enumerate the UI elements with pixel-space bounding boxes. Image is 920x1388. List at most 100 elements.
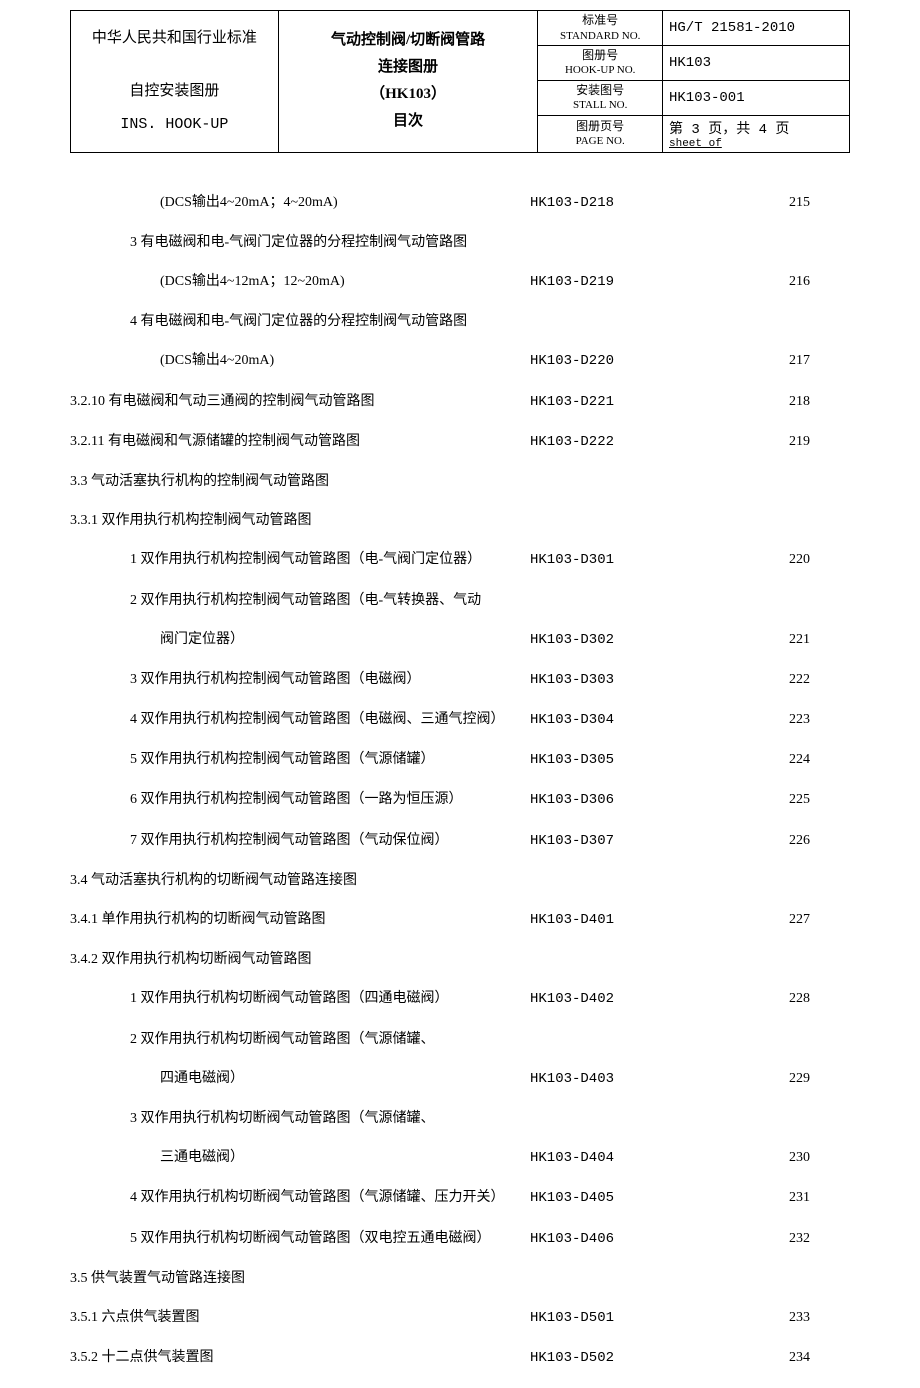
toc-page: 232 (730, 1219, 810, 1258)
toc-code: HK103-D406 (530, 1220, 730, 1259)
stall-no-label-en: STALL NO. (544, 98, 656, 112)
std-no-value: HG/T 21581-2010 (663, 11, 850, 46)
toc-row: 3.2.10 有电磁阀和气动三通阀的控制阀气动管路图HK103-D221218 (70, 382, 850, 422)
toc-row: 四通电磁阀）HK103-D403229 (70, 1059, 850, 1099)
toc-label: 2 双作用执行机构控制阀气动管路图（电-气转换器、气动 (70, 581, 530, 620)
toc-label: 3.2.10 有电磁阀和气动三通阀的控制阀气动管路图 (70, 382, 530, 421)
toc-row: 3.5.1 六点供气装置图HK103-D501233 (70, 1298, 850, 1338)
header-left-title-cn: 自控安装图册 (77, 75, 272, 108)
std-no-label-en: STANDARD NO. (544, 29, 656, 43)
stall-no-value: HK103-001 (663, 80, 850, 115)
toc-row: 5 双作用执行机构控制阀气动管路图（气源储罐）HK103-D305224 (70, 740, 850, 780)
toc-label: (DCS输出4~20mA) (70, 341, 530, 380)
toc-page: 233 (730, 1298, 810, 1337)
header-center-cell: 气动控制阀/切断阀管路 连接图册 （HK103） 目次 (278, 11, 538, 153)
toc-label: 1 双作用执行机构切断阀气动管路图（四通电磁阀） (70, 979, 530, 1018)
toc-row: 3.4 气动活塞执行机构的切断阀气动管路连接图 (70, 861, 850, 900)
toc-row: 6 双作用执行机构控制阀气动管路图（一路为恒压源）HK103-D306225 (70, 780, 850, 820)
toc-label: 3.3.1 双作用执行机构控制阀气动管路图 (70, 501, 530, 540)
toc-row: 3.5.2 十二点供气装置图HK103-D502234 (70, 1338, 850, 1378)
toc-label: 3.5.1 六点供气装置图 (70, 1298, 530, 1337)
toc-label: 阀门定位器） (70, 620, 530, 659)
toc-code: HK103-D404 (530, 1139, 730, 1178)
page-no-label-en: PAGE NO. (544, 134, 656, 148)
toc-page: 229 (730, 1059, 810, 1098)
page-no-label-cn: 图册页号 (576, 119, 624, 133)
toc-row: 3.4.2 双作用执行机构切断阀气动管路图 (70, 940, 850, 979)
toc-label: 4 双作用执行机构切断阀气动管路图（气源储罐、压力开关） (70, 1178, 530, 1217)
hookup-no-label-en: HOOK-UP NO. (544, 63, 656, 77)
header-center-line4: 目次 (285, 108, 532, 135)
toc-code: HK103-D222 (530, 423, 730, 462)
toc-row: 2 双作用执行机构控制阀气动管路图（电-气转换器、气动 (70, 581, 850, 620)
toc-page: 234 (730, 1338, 810, 1377)
header-table: 中华人民共和国行业标准 自控安装图册 INS. HOOK-UP 气动控制阀/切断… (70, 10, 850, 153)
toc-page: 215 (730, 183, 810, 222)
toc-code: HK103-D307 (530, 822, 730, 861)
header-center-line1: 气动控制阀/切断阀管路 (285, 27, 532, 54)
toc-page: 223 (730, 700, 810, 739)
toc-code: HK103-D220 (530, 342, 730, 381)
toc-row: 3.5 供气装置气动管路连接图 (70, 1259, 850, 1298)
hookup-no-value: HK103 (663, 45, 850, 80)
header-left-title-en: INS. HOOK-UP (77, 108, 272, 141)
toc-label: 3.4.1 单作用执行机构的切断阀气动管路图 (70, 900, 530, 939)
toc-row: 4 双作用执行机构切断阀气动管路图（气源储罐、压力开关）HK103-D40523… (70, 1178, 850, 1218)
toc-page: 221 (730, 620, 810, 659)
toc-label: 3 双作用执行机构切断阀气动管路图（气源储罐、 (70, 1099, 530, 1138)
toc-code: HK103-D302 (530, 621, 730, 660)
page-no-value-en: sheet of (669, 138, 843, 150)
header-left-cell: 中华人民共和国行业标准 自控安装图册 INS. HOOK-UP (71, 11, 279, 153)
toc-page: 220 (730, 540, 810, 579)
toc-row: 3.3 气动活塞执行机构的控制阀气动管路图 (70, 462, 850, 501)
toc-row: 4 双作用执行机构控制阀气动管路图（电磁阀、三通气控阀）HK103-D30422… (70, 700, 850, 740)
toc-row: 3 双作用执行机构控制阀气动管路图（电磁阀）HK103-D303222 (70, 660, 850, 700)
toc-label: 3.4.2 双作用执行机构切断阀气动管路图 (70, 940, 530, 979)
toc-label: 3.2.11 有电磁阀和气源储罐的控制阀气动管路图 (70, 422, 530, 461)
toc-row: (DCS输出4~20mA；4~20mA)HK103-D218215 (70, 183, 850, 223)
toc-label: 3.5 供气装置气动管路连接图 (70, 1259, 530, 1298)
page-no-value-cn: 第 3 页，共 4 页 (669, 118, 843, 138)
hookup-no-label-cn: 图册号 (582, 48, 618, 62)
toc-label: 1 双作用执行机构控制阀气动管路图（电-气阀门定位器） (70, 540, 530, 579)
toc-label: 2 双作用执行机构切断阀气动管路图（气源储罐、 (70, 1020, 530, 1059)
toc-row: 1 双作用执行机构控制阀气动管路图（电-气阀门定位器）HK103-D301220 (70, 540, 850, 580)
page-no-value: 第 3 页，共 4 页 sheet of (663, 115, 850, 152)
toc-code: HK103-D401 (530, 901, 730, 940)
toc-label: (DCS输出4~20mA；4~20mA) (70, 183, 530, 222)
toc-code: HK103-D221 (530, 383, 730, 422)
header-left-org: 中华人民共和国行业标准 (77, 22, 272, 55)
toc-code: HK103-D304 (530, 701, 730, 740)
stall-no-label-cn: 安装图号 (576, 83, 624, 97)
toc-code: HK103-D405 (530, 1179, 730, 1218)
toc-code: HK103-D403 (530, 1060, 730, 1099)
toc-code: HK103-D306 (530, 781, 730, 820)
toc-label: 5 双作用执行机构控制阀气动管路图（气源储罐） (70, 740, 530, 779)
toc-code: HK103-D501 (530, 1299, 730, 1338)
toc-label: 5 双作用执行机构切断阀气动管路图（双电控五通电磁阀） (70, 1219, 530, 1258)
toc-row: 3.3.1 双作用执行机构控制阀气动管路图 (70, 501, 850, 540)
toc-code: HK103-D303 (530, 661, 730, 700)
std-no-label: 标准号 STANDARD NO. (538, 11, 663, 46)
toc-page: 218 (730, 382, 810, 421)
toc-row: 阀门定位器）HK103-D302221 (70, 620, 850, 660)
toc-row: 1 双作用执行机构切断阀气动管路图（四通电磁阀）HK103-D402228 (70, 979, 850, 1019)
toc-row: 7 双作用执行机构控制阀气动管路图（气动保位阀）HK103-D307226 (70, 821, 850, 861)
toc-label: 3.4 气动活塞执行机构的切断阀气动管路连接图 (70, 861, 530, 900)
toc-label: 3.3 气动活塞执行机构的控制阀气动管路图 (70, 462, 530, 501)
page-no-label: 图册页号 PAGE NO. (538, 115, 663, 152)
toc-page: 222 (730, 660, 810, 699)
toc-row: 3.4.1 单作用执行机构的切断阀气动管路图HK103-D401227 (70, 900, 850, 940)
toc-label: 三通电磁阀） (70, 1138, 530, 1177)
stall-no-label: 安装图号 STALL NO. (538, 80, 663, 115)
toc-code: HK103-D218 (530, 184, 730, 223)
toc-label: 3 有电磁阀和电-气阀门定位器的分程控制阀气动管路图 (70, 223, 530, 262)
toc-page: 224 (730, 740, 810, 779)
toc-code: HK103-D402 (530, 980, 730, 1019)
toc-label: 四通电磁阀） (70, 1059, 530, 1098)
toc-page: 227 (730, 900, 810, 939)
toc-row: 3 双作用执行机构切断阀气动管路图（气源储罐、 (70, 1099, 850, 1138)
toc-page: 230 (730, 1138, 810, 1177)
toc-row: 3.2.11 有电磁阀和气源储罐的控制阀气动管路图HK103-D222219 (70, 422, 850, 462)
hookup-no-label: 图册号 HOOK-UP NO. (538, 45, 663, 80)
